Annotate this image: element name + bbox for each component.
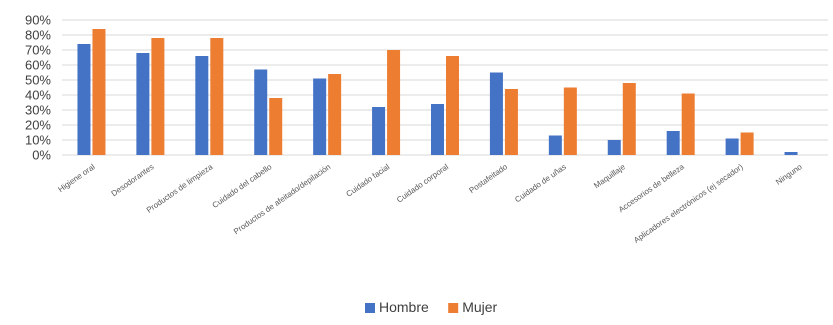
bar-mujer-11	[740, 132, 754, 155]
legend: Hombre Mujer	[365, 299, 498, 315]
x-tick-label: Aplicadores electrónicos (ej secador)	[632, 162, 745, 245]
bar-mujer-3	[269, 98, 283, 155]
legend-label-mujer: Mujer	[462, 299, 497, 315]
bar-hombre-9	[607, 140, 621, 155]
x-tick-label: Cuidado facial	[345, 162, 392, 199]
bar-hombre-4	[313, 78, 327, 155]
x-tick-label: Ninguno	[774, 162, 804, 187]
bar-hombre-11	[725, 138, 739, 155]
bar-hombre-1	[136, 53, 150, 155]
bars	[77, 29, 798, 155]
y-tick-label: 60%	[25, 58, 51, 73]
x-tick-label: Maquillaje	[592, 162, 627, 190]
y-tick-label: 0%	[32, 148, 51, 163]
bar-mujer-8	[563, 87, 577, 155]
bar-mujer-0	[92, 29, 106, 155]
bar-hombre-3	[254, 69, 268, 155]
y-tick-label: 20%	[25, 118, 51, 133]
y-tick-label: 70%	[25, 43, 51, 58]
y-axis-ticks: 0%10%20%30%40%50%60%70%80%90%	[25, 13, 51, 163]
x-tick-label: Cuidado de uñas	[513, 162, 568, 204]
bar-hombre-12	[784, 152, 798, 155]
bar-hombre-7	[489, 72, 503, 155]
x-tick-label: Postafeitado	[467, 162, 509, 195]
x-tick-label: Higiene oral	[56, 162, 96, 194]
x-tick-label: Productos de afeitado/depilación	[232, 162, 332, 236]
x-tick-label: Desodorantes	[110, 162, 156, 198]
x-tick-label: Cuidado corporal	[395, 162, 450, 204]
legend-swatch-hombre	[365, 303, 375, 313]
bar-mujer-10	[681, 93, 695, 155]
bar-mujer-5	[387, 50, 401, 155]
x-tick-label: Cuidado del cabello	[211, 162, 274, 210]
legend-swatch-mujer	[448, 303, 459, 313]
y-tick-label: 30%	[25, 103, 51, 118]
y-tick-label: 80%	[25, 28, 51, 43]
bar-mujer-9	[622, 83, 636, 155]
bar-hombre-2	[195, 56, 209, 155]
bar-mujer-2	[210, 38, 224, 155]
bar-mujer-6	[446, 56, 459, 155]
legend-label-hombre: Hombre	[379, 299, 429, 315]
bar-hombre-10	[666, 131, 680, 155]
bar-hombre-8	[548, 135, 562, 155]
bar-mujer-7	[504, 89, 518, 155]
bar-hombre-5	[372, 107, 386, 155]
y-tick-label: 40%	[25, 88, 51, 103]
y-tick-label: 90%	[25, 13, 51, 28]
x-tick-label: Productos de limpieza	[145, 162, 215, 215]
bar-mujer-4	[328, 74, 342, 155]
bar-hombre-0	[77, 44, 91, 155]
bar-hombre-6	[431, 104, 444, 155]
gridlines	[62, 19, 828, 156]
bar-mujer-1	[151, 38, 165, 155]
y-tick-label: 50%	[25, 73, 51, 88]
y-tick-label: 10%	[25, 133, 51, 148]
